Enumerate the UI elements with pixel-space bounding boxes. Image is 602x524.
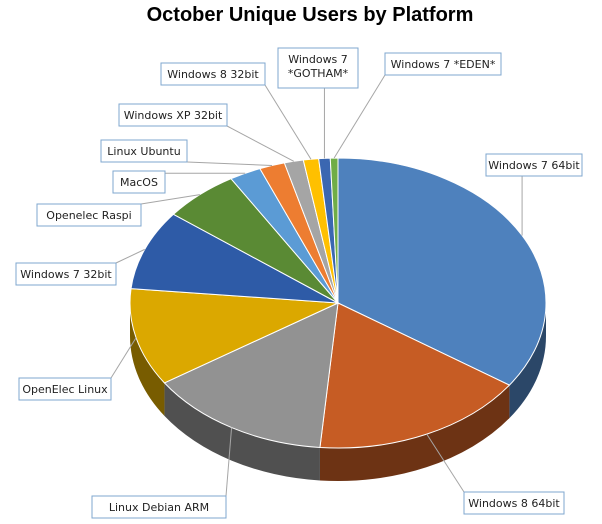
label-box xyxy=(463,491,565,515)
label-windows-7-eden: Windows 7 *EDEN* xyxy=(384,52,502,76)
label-text: Windows 8 64bit xyxy=(468,497,560,510)
label-windows-8-32bit: Windows 8 32bit xyxy=(160,62,266,86)
label-box xyxy=(277,47,359,89)
label-box xyxy=(160,62,266,86)
label-text: Linux Debian ARM xyxy=(109,501,209,514)
label-windows-7-64bit: Windows 7 64bit xyxy=(485,153,583,177)
label-windows-xp-32bit: Windows XP 32bit xyxy=(118,103,228,127)
label-windows-7-32bit: Windows 7 32bit xyxy=(15,262,117,286)
slice-side-windows-7-64bit xyxy=(509,303,546,419)
leader-windows-8-64bit xyxy=(426,433,465,493)
label-text: Windows 7 *EDEN* xyxy=(391,58,496,71)
leader-openelec-raspi xyxy=(140,194,200,205)
label-text: OpenElec Linux xyxy=(22,383,108,396)
slice-windows-7-eden xyxy=(329,157,339,304)
label-box xyxy=(36,203,142,227)
slice-windows-8-64bit xyxy=(319,302,511,449)
leader-linux-debian-arm xyxy=(225,427,233,497)
pie-slices xyxy=(129,157,547,449)
label-openelec-linux: OpenElec Linux xyxy=(18,377,112,401)
leader-openelec-linux xyxy=(110,337,137,379)
leader-windows-xp-32bit xyxy=(226,125,295,162)
slice-side-linux-debian-arm xyxy=(164,382,320,481)
leader-windows-7-eden xyxy=(333,74,386,159)
label-text: MacOS xyxy=(120,176,158,189)
label-text: Windows 7 64bit xyxy=(488,159,580,172)
label-linux-ubuntu: Linux Ubuntu xyxy=(100,139,188,163)
label-box xyxy=(91,495,227,519)
chart-title: October Unique Users by Platform xyxy=(147,4,474,26)
label-text: Windows 7 32bit xyxy=(20,268,112,281)
pie-depth xyxy=(130,303,546,481)
label-text: Linux Ubuntu xyxy=(107,145,180,158)
label-box xyxy=(485,153,583,177)
label-box xyxy=(15,262,117,286)
label-openelec-raspi: Openelec Raspi xyxy=(36,203,142,227)
label-text: Windows 8 32bit xyxy=(167,68,259,81)
label-windows-8-64bit: Windows 8 64bit xyxy=(463,491,565,515)
data-labels: Windows 7 64bit Windows 8 64bit Linux Debi… xyxy=(15,47,583,519)
label-box xyxy=(112,170,166,194)
slice-side-windows-8-64bit xyxy=(319,385,510,481)
label-linux-debian-arm: Linux Debian ARM xyxy=(91,495,227,519)
label-text: Openelec Raspi xyxy=(46,209,131,222)
leader-windows-7-32bit xyxy=(115,248,145,264)
label-box xyxy=(384,52,502,76)
leader-linux-ubuntu xyxy=(186,161,273,166)
label-text: Windows XP 32bit xyxy=(124,109,223,122)
slice-side-openelec-linux xyxy=(130,303,165,416)
leader-windows-8-32bit xyxy=(264,84,312,160)
leader-lines xyxy=(110,74,523,497)
label-macos: MacOS xyxy=(112,170,166,194)
label-box xyxy=(100,139,188,163)
label-windows-7-gotham: Windows 7 *GOTHAM* xyxy=(277,47,359,89)
label-text: Windows 7 *GOTHAM* xyxy=(288,53,349,80)
label-box xyxy=(118,103,228,127)
label-box xyxy=(18,377,112,401)
